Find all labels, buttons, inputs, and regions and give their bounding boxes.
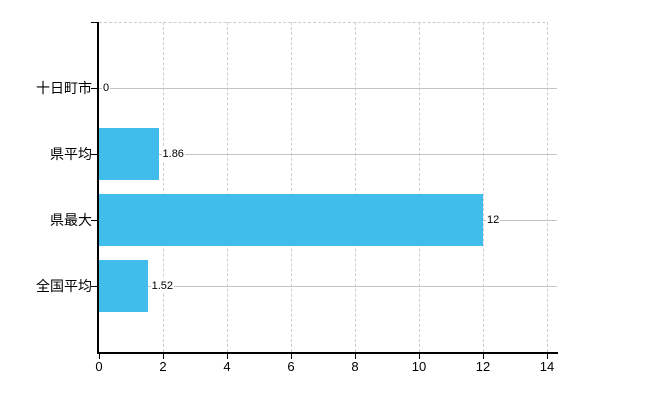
bar-value-label: 12 — [486, 213, 501, 227]
v-gridline — [163, 22, 164, 352]
category-label: 県最大 — [50, 212, 92, 228]
v-gridline — [419, 22, 420, 352]
bar-value-label: 0 — [102, 81, 111, 95]
h-gridline — [99, 286, 557, 287]
category-label: 全国平均 — [36, 278, 92, 294]
x-axis-tick — [291, 354, 292, 359]
h-gridline — [99, 88, 557, 89]
y-axis-tick — [91, 88, 97, 89]
x-axis-tick — [163, 354, 164, 359]
category-label: 県平均 — [50, 146, 92, 162]
h-gridline — [99, 154, 557, 155]
x-axis-tick — [355, 354, 356, 359]
x-axis — [97, 352, 558, 354]
y-axis-tick — [91, 286, 97, 287]
x-axis-tick — [419, 354, 420, 359]
y-axis — [97, 22, 99, 352]
bar-県平均 — [99, 128, 159, 180]
y-axis-tick — [91, 220, 97, 221]
bar-value-label: 1.86 — [161, 147, 185, 161]
v-gridline — [547, 22, 548, 352]
x-tick-label: 2 — [159, 359, 167, 374]
plot-top-border — [99, 22, 545, 23]
x-axis-tick — [99, 354, 100, 359]
x-axis-tick — [547, 354, 548, 359]
category-label: 十日町市 — [36, 80, 92, 96]
x-axis-tick — [227, 354, 228, 359]
y-axis-tick — [91, 22, 97, 23]
bar-value-label: 1.52 — [150, 279, 175, 293]
bar-県最大 — [99, 194, 483, 246]
x-tick-label: 10 — [411, 359, 427, 374]
x-tick-label: 14 — [539, 359, 555, 374]
x-tick-label: 0 — [95, 359, 103, 374]
bar-全国平均 — [99, 260, 148, 312]
v-gridline — [291, 22, 292, 352]
y-axis-tick — [91, 154, 97, 155]
v-gridline — [227, 22, 228, 352]
v-gridline — [355, 22, 356, 352]
x-tick-label: 12 — [475, 359, 491, 374]
v-gridline — [483, 22, 484, 352]
x-tick-label: 4 — [223, 359, 231, 374]
x-axis-tick — [483, 354, 484, 359]
x-tick-label: 6 — [287, 359, 295, 374]
x-tick-label: 8 — [351, 359, 359, 374]
